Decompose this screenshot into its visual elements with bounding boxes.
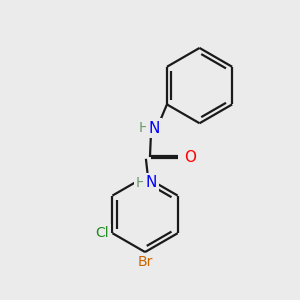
Text: N: N <box>145 175 157 190</box>
Text: H: H <box>139 121 149 135</box>
Text: H: H <box>136 176 146 190</box>
Text: Cl: Cl <box>96 226 109 240</box>
Text: Br: Br <box>137 255 153 269</box>
Text: O: O <box>184 150 196 165</box>
Text: N: N <box>148 121 160 136</box>
